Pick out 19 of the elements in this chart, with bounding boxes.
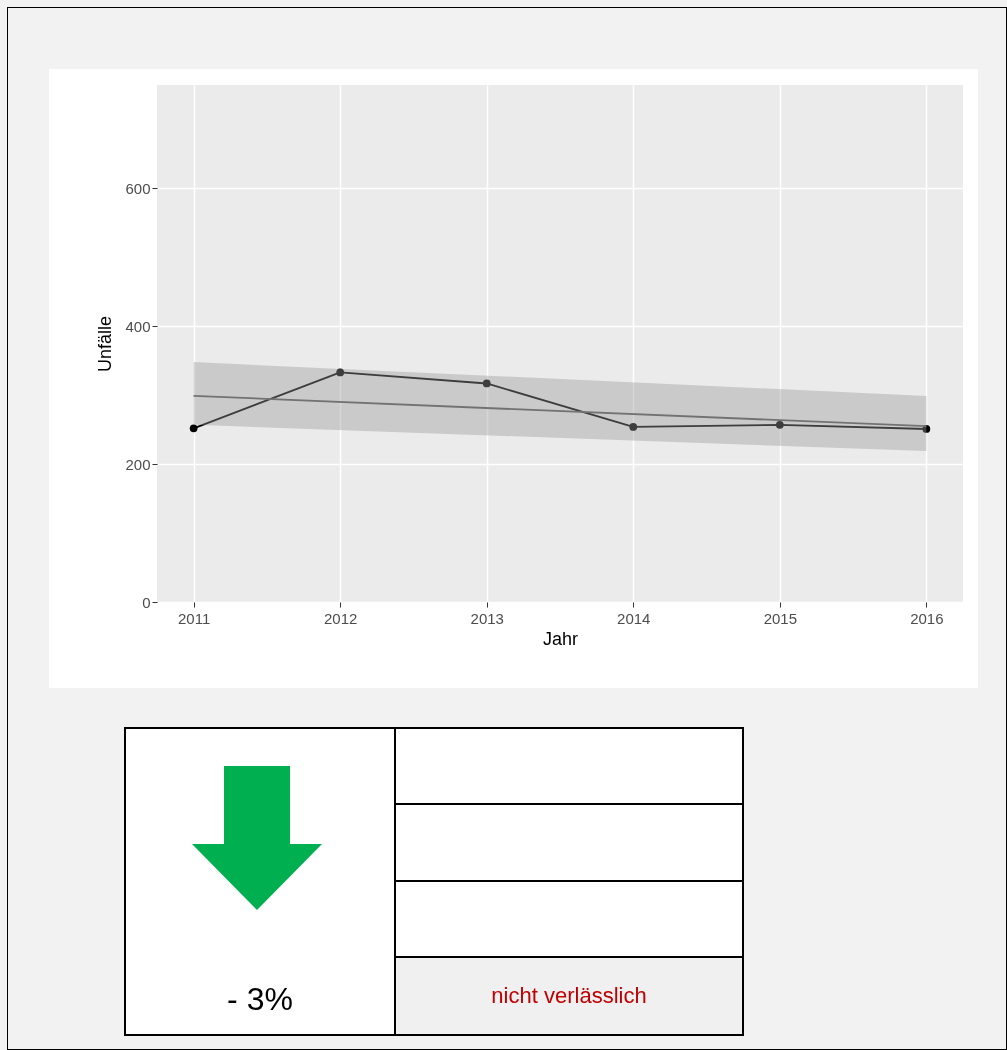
x-tick-label: 2012 [323,609,358,627]
text: nicht verlässlich [396,957,742,1034]
y-tick-label: 400 [125,317,151,335]
x-tick-label: 2011 [178,609,211,627]
point [629,423,638,431]
point [189,424,198,433]
point [775,420,784,429]
y-tick-label: 0 [142,593,151,611]
x-tick-label: 2013 [470,609,504,627]
y-axis-title: Unfälle [95,315,116,373]
point [482,379,491,388]
x-tick-label: 2016 [910,609,944,627]
text: - 3% [226,981,294,1018]
x-tick-label: 2014 [617,609,651,627]
x-axis-title: Jahr [542,628,579,649]
point [336,368,345,377]
y-tick-label: 600 [125,179,151,197]
y-tick-label: 200 [125,455,151,473]
x-tick-label: 2015 [763,609,798,627]
